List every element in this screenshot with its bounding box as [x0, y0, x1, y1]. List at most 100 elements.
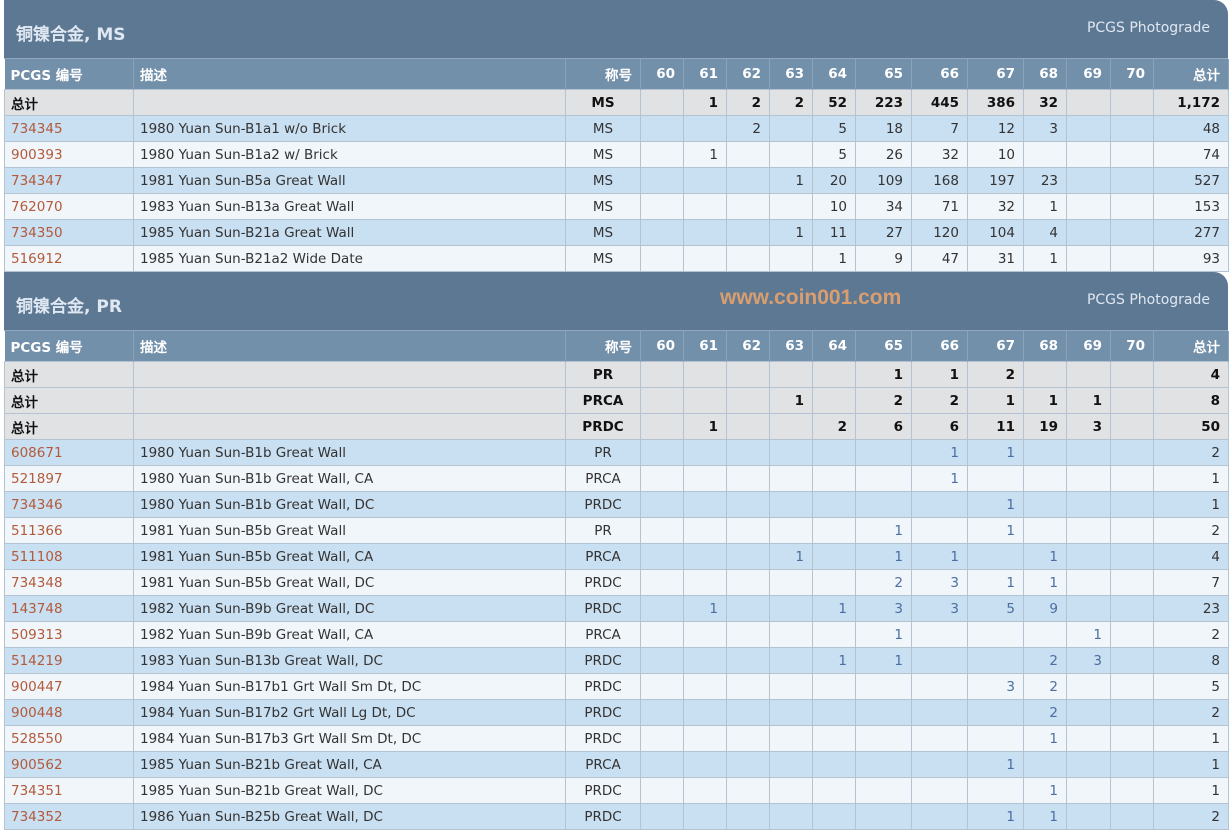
total-cell[interactable]: 48	[1153, 115, 1229, 142]
pcgs-number-link[interactable]: 734348	[4, 569, 134, 596]
grade-count-cell[interactable]: 2	[1023, 647, 1067, 674]
grade-count-cell[interactable]: 1	[1023, 777, 1067, 804]
total-cell[interactable]: 2	[1153, 439, 1229, 466]
pcgs-number-link[interactable]: 511366	[4, 517, 134, 544]
pcgs-number-link[interactable]: 734351	[4, 777, 134, 804]
total-cell[interactable]: 277	[1153, 219, 1229, 246]
grade-count-cell[interactable]: 1	[967, 803, 1024, 830]
grade-count-cell[interactable]: 1	[967, 569, 1024, 596]
grade-count-cell[interactable]: 32	[911, 141, 968, 168]
pcgs-number-link[interactable]: 734345	[4, 115, 134, 142]
pcgs-number-link[interactable]: 516912	[4, 245, 134, 272]
grade-count-cell[interactable]: 168	[911, 167, 968, 194]
photograde-link[interactable]: PCGS Photograde	[1086, 292, 1210, 308]
pcgs-number-link[interactable]: 900447	[4, 673, 134, 700]
grade-count-cell[interactable]: 34	[855, 193, 912, 220]
grade-count-cell[interactable]: 2	[855, 569, 912, 596]
grade-count-cell[interactable]: 1	[967, 751, 1024, 778]
grade-count-cell[interactable]: 1	[1023, 245, 1067, 272]
grade-count-cell[interactable]: 9	[855, 245, 912, 272]
total-cell[interactable]: 2	[1153, 803, 1229, 830]
pcgs-number-link[interactable]: 900562	[4, 751, 134, 778]
total-cell[interactable]: 4	[1153, 543, 1229, 570]
grade-count-cell[interactable]: 1	[812, 245, 856, 272]
grade-count-cell[interactable]: 5	[812, 141, 856, 168]
grade-count-cell[interactable]: 2	[1023, 673, 1067, 700]
pcgs-number-link[interactable]: 900448	[4, 699, 134, 726]
total-cell[interactable]: 2	[1153, 517, 1229, 544]
grade-count-cell[interactable]: 1	[1023, 543, 1067, 570]
grade-count-cell[interactable]: 1	[769, 219, 813, 246]
grade-count-cell[interactable]: 1	[683, 141, 727, 168]
grade-count-cell[interactable]: 1	[812, 647, 856, 674]
grade-count-cell[interactable]: 23	[1023, 167, 1067, 194]
grade-count-cell[interactable]: 1	[911, 465, 968, 492]
total-cell[interactable]: 1	[1153, 465, 1229, 492]
pcgs-number-link[interactable]: 900393	[4, 141, 134, 168]
grade-count-cell[interactable]: 1	[855, 621, 912, 648]
grade-count-cell[interactable]: 10	[967, 141, 1024, 168]
total-cell[interactable]: 1	[1153, 491, 1229, 518]
pcgs-number-link[interactable]: 514219	[4, 647, 134, 674]
grade-count-cell[interactable]: 1	[855, 543, 912, 570]
pcgs-number-link[interactable]: 608671	[4, 439, 134, 466]
grade-count-cell[interactable]: 27	[855, 219, 912, 246]
grade-count-cell[interactable]: 1	[812, 595, 856, 622]
grade-count-cell[interactable]: 1	[1023, 193, 1067, 220]
grade-count-cell[interactable]: 120	[911, 219, 968, 246]
total-cell[interactable]: 1	[1153, 725, 1229, 752]
grade-count-cell[interactable]: 32	[967, 193, 1024, 220]
total-cell[interactable]: 8	[1153, 647, 1229, 674]
grade-count-cell[interactable]: 7	[911, 115, 968, 142]
pcgs-number-link[interactable]: 528550	[4, 725, 134, 752]
grade-count-cell[interactable]: 20	[812, 167, 856, 194]
grade-count-cell[interactable]: 1	[1023, 569, 1067, 596]
grade-count-cell[interactable]: 104	[967, 219, 1024, 246]
grade-count-cell[interactable]: 2	[726, 115, 770, 142]
grade-count-cell[interactable]: 1	[855, 517, 912, 544]
grade-count-cell[interactable]: 1	[967, 517, 1024, 544]
pcgs-number-link[interactable]: 734352	[4, 803, 134, 830]
grade-count-cell[interactable]: 31	[967, 245, 1024, 272]
grade-count-cell[interactable]: 3	[967, 673, 1024, 700]
grade-count-cell[interactable]: 3	[911, 595, 968, 622]
total-cell[interactable]: 153	[1153, 193, 1229, 220]
grade-count-cell[interactable]: 1	[683, 595, 727, 622]
total-cell[interactable]: 1	[1153, 751, 1229, 778]
pcgs-number-link[interactable]: 511108	[4, 543, 134, 570]
pcgs-number-link[interactable]: 143748	[4, 595, 134, 622]
total-cell[interactable]: 93	[1153, 245, 1229, 272]
grade-count-cell[interactable]: 1	[1023, 725, 1067, 752]
grade-count-cell[interactable]: 197	[967, 167, 1024, 194]
pcgs-number-link[interactable]: 734346	[4, 491, 134, 518]
pcgs-number-link[interactable]: 521897	[4, 465, 134, 492]
grade-count-cell[interactable]: 1	[855, 647, 912, 674]
grade-count-cell[interactable]: 1	[967, 439, 1024, 466]
grade-count-cell[interactable]: 18	[855, 115, 912, 142]
grade-count-cell[interactable]: 5	[967, 595, 1024, 622]
grade-count-cell[interactable]: 47	[911, 245, 968, 272]
grade-count-cell[interactable]: 26	[855, 141, 912, 168]
grade-count-cell[interactable]: 9	[1023, 595, 1067, 622]
grade-count-cell[interactable]: 1	[911, 439, 968, 466]
grade-count-cell[interactable]: 3	[1023, 115, 1067, 142]
photograde-link[interactable]: PCGS Photograde	[1086, 20, 1210, 36]
total-cell[interactable]: 74	[1153, 141, 1229, 168]
grade-count-cell[interactable]: 71	[911, 193, 968, 220]
grade-count-cell[interactable]: 11	[812, 219, 856, 246]
total-cell[interactable]: 527	[1153, 167, 1229, 194]
pcgs-number-link[interactable]: 734350	[4, 219, 134, 246]
grade-count-cell[interactable]: 3	[855, 595, 912, 622]
total-cell[interactable]: 23	[1153, 595, 1229, 622]
total-cell[interactable]: 7	[1153, 569, 1229, 596]
grade-count-cell[interactable]: 109	[855, 167, 912, 194]
total-cell[interactable]: 5	[1153, 673, 1229, 700]
grade-count-cell[interactable]: 1	[911, 543, 968, 570]
grade-count-cell[interactable]: 1	[1066, 621, 1111, 648]
grade-count-cell[interactable]: 3	[911, 569, 968, 596]
grade-count-cell[interactable]: 1	[769, 167, 813, 194]
grade-count-cell[interactable]: 1	[1023, 803, 1067, 830]
grade-count-cell[interactable]: 2	[1023, 699, 1067, 726]
grade-count-cell[interactable]: 5	[812, 115, 856, 142]
total-cell[interactable]: 2	[1153, 621, 1229, 648]
